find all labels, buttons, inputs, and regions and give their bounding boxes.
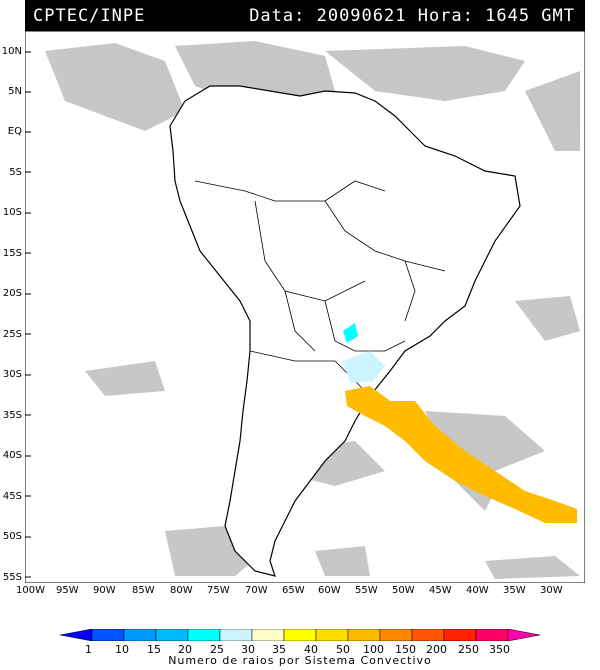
colorbar-tick-label: 40	[304, 643, 318, 656]
colorbar-tick-label: 20	[178, 643, 192, 656]
lat-label: 45S	[2, 491, 22, 502]
colorbar-cell	[123, 629, 157, 641]
colorbar-tick-label: 150	[395, 643, 416, 656]
lat-label: 25S	[2, 329, 22, 340]
colorbar	[60, 629, 540, 641]
colorbar-tick-label: 10	[115, 643, 129, 656]
datetime-label: Data: 20090621 Hora: 1645 GMT	[249, 6, 575, 26]
colorbar-tick-label: 350	[489, 643, 510, 656]
lon-label: 55W	[355, 585, 378, 596]
colorbar-cell	[219, 629, 253, 641]
colorbar-cell	[251, 629, 285, 641]
lon-label: 80W	[170, 585, 193, 596]
lon-label: 45W	[429, 585, 452, 596]
lat-label: 10S	[2, 207, 22, 218]
lat-label: 15S	[2, 248, 22, 259]
colorbar-tick-label: 1	[85, 643, 92, 656]
lon-label: 70W	[245, 585, 268, 596]
lat-label: 10N	[1, 46, 22, 57]
lat-label: 5N	[8, 86, 22, 97]
lat-label: 50S	[2, 531, 22, 542]
colorbar-tick-label: 250	[458, 643, 479, 656]
colorbar-cell	[91, 629, 125, 641]
colorbar-tick-label: 100	[363, 643, 384, 656]
colorbar-tick-label: 25	[210, 643, 224, 656]
map-header: CPTEC/INPE Data: 20090621 Hora: 1645 GMT	[25, 0, 585, 31]
colorbar-cell	[347, 629, 381, 641]
lat-label: 40S	[2, 450, 22, 461]
lat-label: 35S	[2, 410, 22, 421]
source-label: CPTEC/INPE	[33, 6, 146, 26]
lat-label: 5S	[9, 167, 22, 178]
lon-label: 95W	[56, 585, 79, 596]
colorbar-cell	[475, 629, 509, 641]
lon-label: 90W	[93, 585, 116, 596]
colorbar-tick-label: 35	[272, 643, 286, 656]
convective-system-light-blue	[343, 351, 385, 383]
colorbar-cell	[187, 629, 221, 641]
colorbar-cell	[379, 629, 413, 641]
lon-label: 65W	[282, 585, 305, 596]
colorbar-tick-label: 50	[336, 643, 350, 656]
lat-label: 30S	[2, 369, 22, 380]
colorbar-tick-label: 200	[426, 643, 447, 656]
colorbar-tick-label: 30	[241, 643, 255, 656]
axis-ticks	[25, 51, 31, 578]
colorbar-cell	[315, 629, 349, 641]
legend-title: Numero de raios por Sistema Convectivo	[168, 654, 432, 667]
lon-label: 35W	[503, 585, 526, 596]
lon-label: 85W	[132, 585, 155, 596]
colorbar-cell	[60, 629, 93, 641]
lon-label: 60W	[318, 585, 341, 596]
lon-label: 75W	[207, 585, 230, 596]
convective-system-cyan	[343, 323, 358, 343]
lon-label: 30W	[540, 585, 563, 596]
colorbar-cell	[443, 629, 477, 641]
lat-label: 55S	[2, 572, 22, 583]
colorbar-cell	[507, 629, 540, 641]
lon-label: 40W	[466, 585, 489, 596]
colorbar-cell	[411, 629, 445, 641]
map-panel	[25, 31, 585, 583]
lat-label: 20S	[2, 288, 22, 299]
colorbar-cell	[155, 629, 189, 641]
lon-label: 50W	[392, 585, 415, 596]
colorbar-cell	[283, 629, 317, 641]
colorbar-tick-label: 15	[147, 643, 161, 656]
convective-system-orange	[345, 386, 577, 523]
lat-label: EQ	[7, 126, 22, 137]
lon-label: 100W	[16, 585, 45, 596]
